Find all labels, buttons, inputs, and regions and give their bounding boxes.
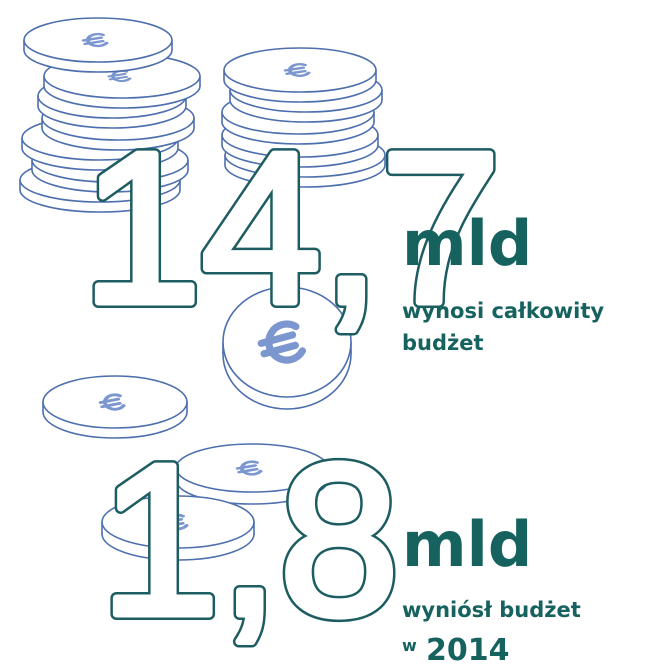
coin-face [224, 48, 376, 92]
figure-total: 14,7 14,7 14,7 mld wynosi całkowity budż… [82, 107, 604, 355]
coin-face [24, 18, 172, 62]
figure-2014: 1,8 1,8 1,8 mld wyniósł budżet w 2014 [100, 419, 581, 668]
year-prefix: w [402, 636, 417, 655]
year-caption: wyniósł budżet [402, 598, 581, 622]
year-number: 1,8 [100, 419, 399, 660]
total-caption: budżet [402, 331, 484, 355]
total-caption: wynosi całkowity [402, 299, 604, 323]
total-unit: mld [402, 207, 532, 280]
infographic: 14,7 14,7 14,7 mld wynosi całkowity budż… [0, 0, 652, 668]
year-unit: mld [402, 508, 532, 581]
coin [224, 48, 376, 102]
year: 2014 [426, 633, 510, 668]
coin [24, 18, 172, 72]
